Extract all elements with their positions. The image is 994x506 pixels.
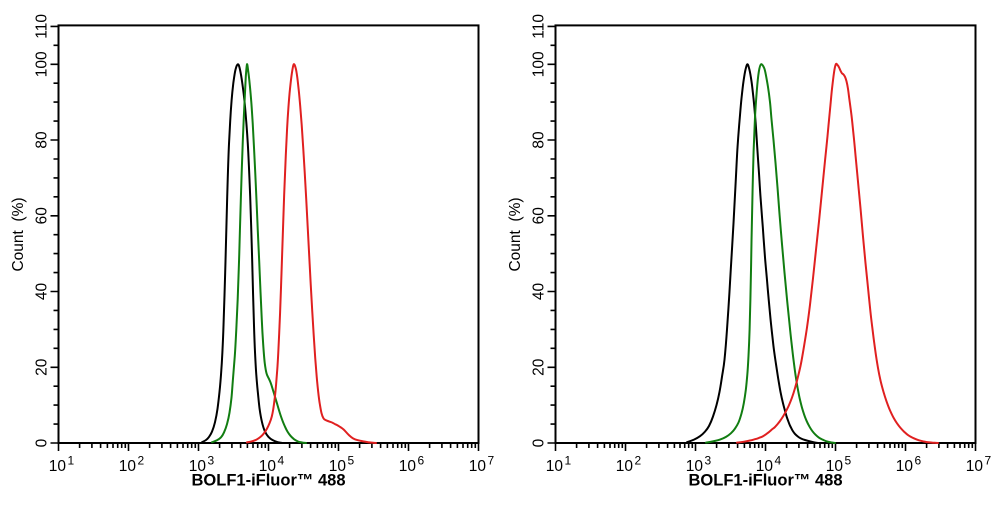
svg-text:20: 20 — [531, 358, 548, 376]
svg-text:110: 110 — [531, 14, 548, 39]
svg-text:40: 40 — [34, 283, 51, 301]
svg-text:0: 0 — [531, 438, 548, 447]
svg-text:Count (%): Count (%) — [10, 197, 27, 271]
svg-text:60: 60 — [531, 207, 548, 225]
svg-text:40: 40 — [531, 283, 548, 301]
svg-text:80: 80 — [531, 131, 548, 149]
svg-text:60: 60 — [34, 207, 51, 225]
svg-text:80: 80 — [34, 131, 51, 149]
svg-text:Count (%): Count (%) — [507, 197, 524, 271]
svg-text:0: 0 — [34, 438, 51, 447]
svg-text:BOLF1-iFluor™ 488: BOLF1-iFluor™ 488 — [688, 472, 842, 490]
svg-text:100: 100 — [34, 51, 51, 77]
svg-text:110: 110 — [34, 14, 51, 39]
svg-text:20: 20 — [34, 358, 51, 376]
svg-text:BOLF1-iFluor™ 488: BOLF1-iFluor™ 488 — [191, 472, 345, 490]
svg-text:100: 100 — [531, 51, 548, 77]
